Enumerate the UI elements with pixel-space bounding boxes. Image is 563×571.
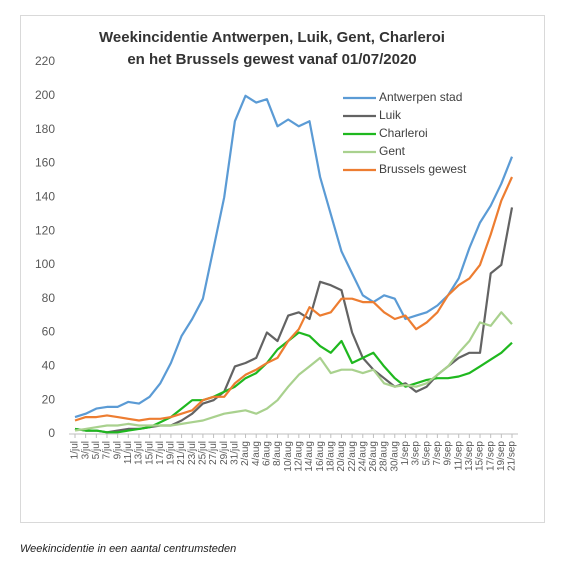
x-tick-label: 17/sep bbox=[485, 441, 496, 471]
x-tick-label: 9/sep bbox=[443, 441, 454, 466]
legend-label: Brussels gewest bbox=[379, 162, 467, 176]
y-tick-label: 180 bbox=[35, 122, 55, 136]
chart-frame bbox=[20, 15, 545, 523]
x-tick-label: 11/sep bbox=[453, 441, 464, 471]
legend-label: Charleroi bbox=[379, 126, 428, 140]
x-tick-label: 9/jul bbox=[112, 441, 123, 459]
legend-label: Luik bbox=[379, 108, 402, 122]
x-tick-label: 19/sep bbox=[496, 441, 507, 471]
x-tick-label: 3/jul bbox=[80, 441, 91, 459]
series-line bbox=[74, 331, 513, 434]
x-tick-label: 23/jul bbox=[187, 441, 198, 465]
y-tick-label: 100 bbox=[35, 257, 55, 271]
x-tick-label: 18/aug bbox=[325, 441, 336, 472]
x-tick-label: 21/jul bbox=[176, 441, 187, 465]
y-tick-label: 40 bbox=[42, 359, 56, 373]
x-tick-label: 5/sep bbox=[421, 441, 432, 466]
x-tick-label: 6/aug bbox=[261, 441, 272, 466]
x-tick-label: 4/aug bbox=[251, 441, 262, 466]
x-tick-label: 30/aug bbox=[389, 441, 400, 472]
x-tick-label: 17/jul bbox=[155, 441, 166, 465]
x-tick-label: 7/sep bbox=[432, 441, 443, 466]
x-tick-label: 5/jul bbox=[91, 441, 102, 459]
x-tick-label: 14/aug bbox=[304, 441, 315, 472]
x-tick-label: 7/jul bbox=[102, 441, 113, 459]
x-tick-label: 24/aug bbox=[357, 441, 368, 472]
x-tick-label: 1/sep bbox=[400, 441, 411, 466]
x-tick-label: 15/sep bbox=[475, 441, 486, 471]
chart-title: Weekincidentie Antwerpen, Luik, Gent, Ch… bbox=[99, 29, 445, 46]
x-tick-label: 16/aug bbox=[315, 441, 326, 472]
chart-title: en het Brussels gewest vanaf 01/07/2020 bbox=[127, 51, 416, 68]
x-tick-label: 29/jul bbox=[219, 441, 230, 465]
series-line bbox=[74, 176, 514, 422]
x-tick-label: 8/aug bbox=[272, 441, 283, 466]
series-line bbox=[74, 94, 514, 419]
y-tick-label: 80 bbox=[42, 291, 56, 305]
x-tick-label: 21/sep bbox=[507, 441, 518, 471]
y-tick-label: 120 bbox=[35, 223, 55, 237]
x-tick-label: 13/sep bbox=[464, 441, 475, 471]
x-tick-label: 1/jul bbox=[70, 441, 81, 459]
x-tick-label: 11/jul bbox=[123, 441, 134, 464]
legend-label: Gent bbox=[379, 144, 406, 158]
y-tick-label: 140 bbox=[35, 189, 55, 203]
x-tick-label: 13/jul bbox=[134, 441, 145, 465]
x-tick-label: 15/jul bbox=[144, 441, 155, 465]
x-tick-label: 12/aug bbox=[293, 441, 304, 472]
x-tick-label: 31/jul bbox=[230, 441, 241, 465]
caption: Weekincidentie in een aantal centrumsted… bbox=[20, 543, 237, 555]
y-tick-label: 20 bbox=[42, 392, 56, 406]
y-tick-label: 200 bbox=[35, 88, 55, 102]
x-tick-label: 25/jul bbox=[198, 441, 209, 465]
series-line bbox=[74, 311, 513, 432]
x-tick-label: 26/aug bbox=[368, 441, 379, 472]
x-tick-label: 10/aug bbox=[283, 441, 294, 472]
x-tick-label: 22/aug bbox=[347, 441, 358, 472]
y-tick-label: 60 bbox=[42, 325, 56, 339]
y-tick-label: 160 bbox=[35, 156, 55, 170]
x-tick-label: 28/aug bbox=[379, 441, 390, 472]
x-tick-label: 2/aug bbox=[240, 441, 251, 466]
x-tick-label: 20/aug bbox=[336, 441, 347, 472]
x-tick-label: 3/sep bbox=[411, 441, 422, 466]
x-tick-label: 19/jul bbox=[166, 441, 177, 465]
legend-label: Antwerpen stad bbox=[379, 90, 462, 104]
x-tick-label: 27/jul bbox=[208, 441, 219, 465]
y-tick-label: 0 bbox=[48, 426, 55, 440]
y-tick-label: 220 bbox=[35, 54, 55, 68]
